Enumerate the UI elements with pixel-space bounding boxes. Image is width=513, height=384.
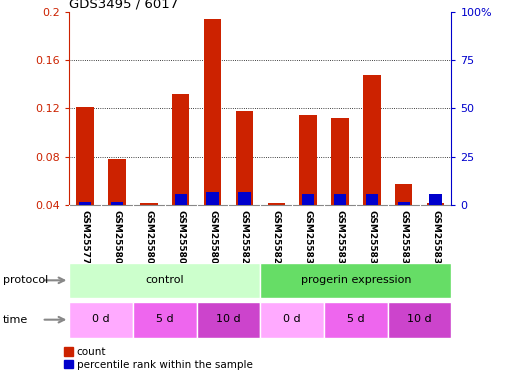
Bar xyxy=(395,184,412,205)
Text: GSM255829: GSM255829 xyxy=(272,210,281,271)
Text: 10 d: 10 d xyxy=(216,314,241,324)
Bar xyxy=(239,192,250,205)
Bar xyxy=(69,263,261,298)
Bar xyxy=(76,107,94,205)
Text: GSM255807: GSM255807 xyxy=(144,210,153,270)
Bar xyxy=(398,202,410,205)
Bar xyxy=(111,202,123,205)
Text: 5 d: 5 d xyxy=(347,314,365,324)
Bar xyxy=(261,301,324,338)
Bar xyxy=(331,118,349,205)
Bar xyxy=(388,301,451,338)
Text: GSM255828: GSM255828 xyxy=(240,210,249,270)
Text: time: time xyxy=(3,314,28,325)
Text: progerin expression: progerin expression xyxy=(301,275,411,285)
Bar xyxy=(79,202,91,205)
Bar xyxy=(261,263,451,298)
Legend: count, percentile rank within the sample: count, percentile rank within the sample xyxy=(64,347,252,369)
Text: GSM255833: GSM255833 xyxy=(399,210,408,270)
Bar xyxy=(429,194,442,205)
Text: GSM255834: GSM255834 xyxy=(431,210,440,271)
Bar xyxy=(140,203,157,205)
Bar xyxy=(267,203,285,205)
Bar xyxy=(174,194,187,205)
Text: GSM255806: GSM255806 xyxy=(112,210,122,270)
Bar xyxy=(366,194,378,205)
Text: 0 d: 0 d xyxy=(283,314,301,324)
Bar xyxy=(300,114,317,205)
Bar xyxy=(235,111,253,205)
Bar xyxy=(172,94,189,205)
Text: protocol: protocol xyxy=(3,275,48,285)
Text: GSM255809: GSM255809 xyxy=(208,210,217,270)
Bar xyxy=(302,194,314,205)
Text: 10 d: 10 d xyxy=(407,314,432,324)
Text: GSM255808: GSM255808 xyxy=(176,210,185,270)
Text: control: control xyxy=(146,275,184,285)
Text: 0 d: 0 d xyxy=(92,314,110,324)
Text: 5 d: 5 d xyxy=(156,314,173,324)
Bar xyxy=(133,301,196,338)
Text: GSM255774: GSM255774 xyxy=(81,210,90,271)
Bar xyxy=(204,19,221,205)
Bar xyxy=(334,194,346,205)
Bar xyxy=(69,301,133,338)
Text: GDS3495 / 6017: GDS3495 / 6017 xyxy=(69,0,179,10)
Bar xyxy=(196,301,261,338)
Bar xyxy=(108,159,126,205)
Text: GSM255831: GSM255831 xyxy=(336,210,344,270)
Text: GSM255832: GSM255832 xyxy=(367,210,377,270)
Text: GSM255830: GSM255830 xyxy=(304,210,312,270)
Bar xyxy=(324,301,388,338)
Bar xyxy=(363,74,381,205)
Bar xyxy=(427,203,444,205)
Bar xyxy=(206,192,219,205)
